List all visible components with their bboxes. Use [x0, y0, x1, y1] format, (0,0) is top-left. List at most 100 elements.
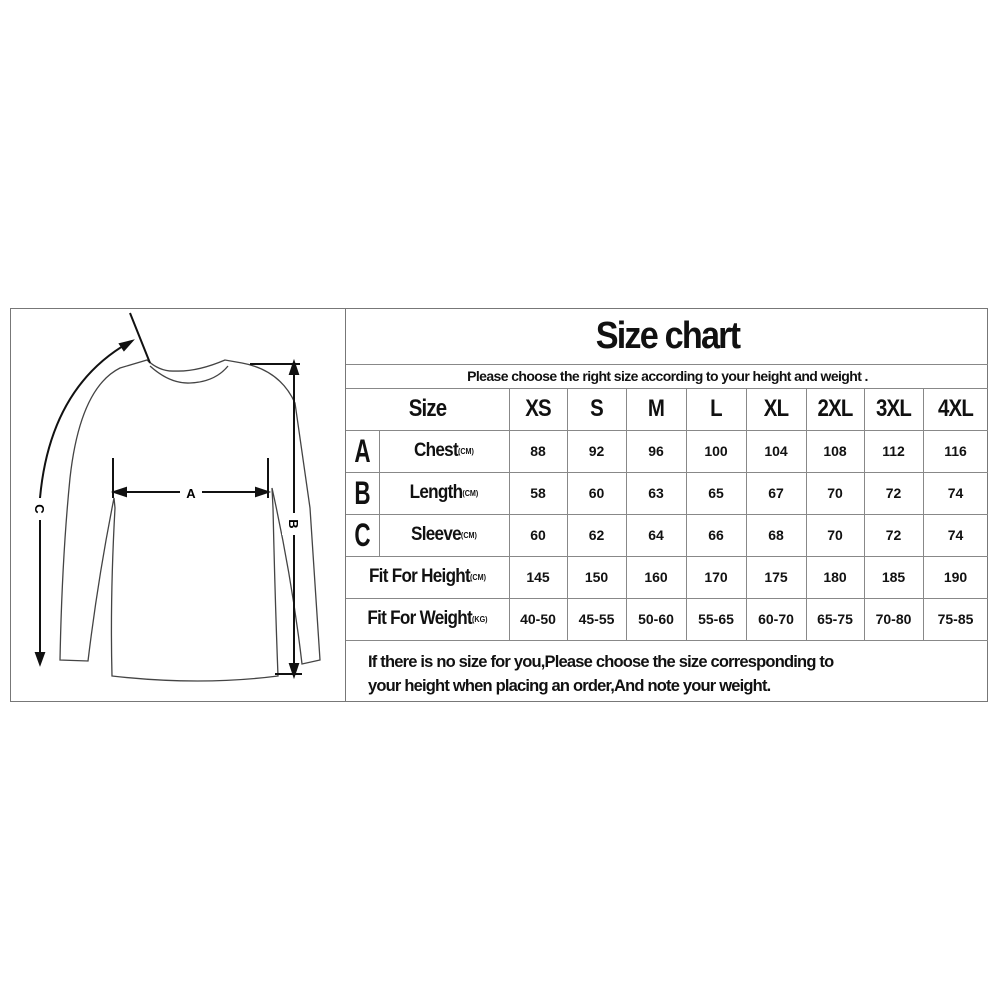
- table-cell: 75-85: [923, 598, 988, 640]
- row-divider: [346, 640, 988, 641]
- footnote-line-2: your height when placing an order,And no…: [368, 677, 771, 695]
- row-divider: [346, 556, 988, 557]
- table-cell-text: 67: [768, 485, 784, 501]
- row-divider: [346, 388, 988, 389]
- table-cell-text: 60-70: [758, 611, 794, 627]
- table-cell-text: 170: [704, 569, 728, 585]
- table-cell: 63: [626, 472, 686, 514]
- chart-title-text: Size chart: [595, 314, 741, 357]
- table-cell-text: 160: [644, 569, 668, 585]
- row-letter-c-text: C: [354, 516, 371, 553]
- table-cell: 55-65: [686, 598, 746, 640]
- table-cell-text: 104: [764, 443, 788, 459]
- table-cell-text: 65-75: [817, 611, 853, 627]
- table-cell-text: 70: [827, 527, 843, 543]
- size-col-l-text: L: [710, 395, 722, 422]
- table-cell-text: 145: [526, 569, 550, 585]
- row-label: Chest (CM): [386, 430, 503, 472]
- table-cell: 70: [806, 472, 864, 514]
- table-cell-text: 60: [588, 485, 605, 501]
- table-cell-text: 70-80: [875, 611, 912, 627]
- table-cell: 60: [509, 514, 567, 556]
- row-unit: (KG): [471, 614, 488, 624]
- table-cell-text: 175: [764, 569, 788, 585]
- table-cell-text: 66: [708, 527, 724, 543]
- table-cell: 72: [864, 514, 923, 556]
- table-cell: 45-55: [567, 598, 626, 640]
- chart-subtitle: Please choose the right size according t…: [346, 364, 989, 388]
- table-cell-text: 40-50: [520, 611, 556, 627]
- row-label: Length (CM): [386, 472, 503, 514]
- table-cell: 68: [746, 514, 806, 556]
- label-c: C: [32, 504, 47, 514]
- row-letter-b: B: [351, 472, 374, 514]
- table-cell: 62: [567, 514, 626, 556]
- table-cell-text: 65: [708, 485, 724, 501]
- table-cell: 104: [746, 430, 806, 472]
- table-cell-text: 100: [704, 443, 728, 459]
- size-col-m-text: M: [647, 395, 665, 422]
- row-letter-a: A: [351, 430, 374, 472]
- table-cell: 190: [923, 556, 988, 598]
- row-divider: [346, 364, 988, 365]
- table-cell-text: 64: [648, 527, 664, 543]
- table-cell: 74: [923, 472, 988, 514]
- row-label: Fit For Height (CM): [354, 556, 501, 598]
- table-cell-text: 58: [530, 485, 546, 501]
- table-cell: 170: [686, 556, 746, 598]
- table-cell: 175: [746, 556, 806, 598]
- table-cell: 65-75: [806, 598, 864, 640]
- table-cell-text: 68: [768, 527, 784, 543]
- row-label-text: Length: [409, 482, 463, 503]
- row-unit: (CM): [470, 572, 487, 582]
- table-cell-text: 50-60: [638, 611, 674, 627]
- size-col-xs: XS: [513, 388, 562, 430]
- table-cell-text: 92: [588, 443, 605, 459]
- row-divider: [346, 598, 988, 599]
- table-cell-text: 70: [827, 485, 843, 501]
- chart-title: Size chart: [378, 308, 957, 364]
- table-cell-text: 63: [648, 485, 664, 501]
- table-cell: 65: [686, 472, 746, 514]
- table-cell: 180: [806, 556, 864, 598]
- col-divider: [379, 430, 380, 556]
- chart-subtitle-text: Please choose the right size according t…: [467, 368, 868, 384]
- table-cell: 50-60: [626, 598, 686, 640]
- size-header-text: Size: [408, 395, 447, 422]
- table-cell: 150: [567, 556, 626, 598]
- col-divider: [746, 388, 747, 640]
- col-divider: [509, 388, 510, 640]
- table-cell-text: 96: [648, 443, 664, 459]
- footnote: If there is no size for you,Please choos…: [368, 650, 988, 702]
- row-divider: [346, 514, 988, 515]
- table-cell-text: 108: [823, 443, 847, 459]
- size-col-2xl-text: 2XL: [817, 395, 854, 422]
- size-col-3xl: 3XL: [868, 388, 918, 430]
- table-cell: 58: [509, 472, 567, 514]
- row-divider: [346, 472, 988, 473]
- table-cell: 185: [864, 556, 923, 598]
- row-label: Sleeve (CM): [386, 514, 503, 556]
- col-divider: [567, 388, 568, 640]
- table-cell-text: 150: [584, 569, 609, 585]
- table-cell: 66: [686, 514, 746, 556]
- col-divider: [626, 388, 627, 640]
- row-letter-c: C: [351, 514, 374, 556]
- table-cell-text: 75-85: [937, 611, 974, 627]
- label-b: B: [286, 519, 301, 528]
- table-cell: 70-80: [864, 598, 923, 640]
- table-cell: 74: [923, 514, 988, 556]
- table-cell: 92: [567, 430, 626, 472]
- table-cell: 67: [746, 472, 806, 514]
- row-divider: [346, 430, 988, 431]
- size-col-l: L: [691, 388, 742, 430]
- table-cell-text: 60: [530, 527, 546, 543]
- table-cell-text: 112: [882, 443, 905, 459]
- table-cell: 116: [923, 430, 988, 472]
- table-cell: 100: [686, 430, 746, 472]
- table-cell: 145: [509, 556, 567, 598]
- table-cell: 40-50: [509, 598, 567, 640]
- size-col-m: M: [631, 388, 682, 430]
- size-col-3xl-text: 3XL: [876, 395, 912, 422]
- table-cell: 60: [567, 472, 626, 514]
